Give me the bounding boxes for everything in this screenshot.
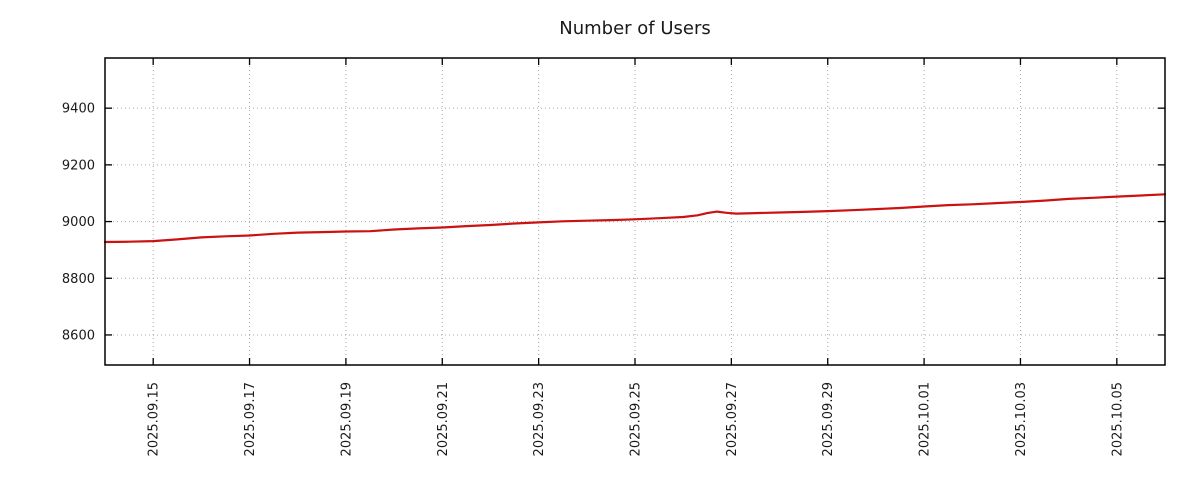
tick-marks xyxy=(105,58,1165,365)
x-tick-label: 2025.09.15 xyxy=(147,382,162,456)
y-tick-label: 8800 xyxy=(62,272,95,287)
grid-lines xyxy=(105,58,1165,365)
x-tick-label: 2025.09.17 xyxy=(243,382,258,456)
x-tick-label: 2025.09.19 xyxy=(339,382,354,456)
series-line-users xyxy=(103,193,1167,244)
y-tick-label: 9400 xyxy=(62,102,95,117)
x-tick-label: 2025.09.29 xyxy=(821,382,836,456)
x-tick-label: 2025.09.21 xyxy=(436,382,451,456)
x-tick-label: 2025.10.03 xyxy=(1014,382,1029,456)
tick-labels: 8600 8800 9000 9200 9400 2025.09.15 2025.09.17… xyxy=(62,102,1125,457)
x-tick-label: 2025.09.27 xyxy=(725,382,740,456)
x-tick-label: 2025.09.23 xyxy=(532,382,547,456)
data-series xyxy=(103,193,1167,244)
x-tick-label: 2025.09.25 xyxy=(629,382,644,456)
y-tick-label: 9000 xyxy=(62,215,95,230)
chart-title: Number of Users xyxy=(559,18,711,39)
y-tick-label: 8600 xyxy=(62,328,95,343)
y-tick-label: 9200 xyxy=(62,158,95,173)
x-tick-label: 2025.10.01 xyxy=(918,382,933,456)
x-tick-label: 2025.10.05 xyxy=(1110,382,1125,456)
